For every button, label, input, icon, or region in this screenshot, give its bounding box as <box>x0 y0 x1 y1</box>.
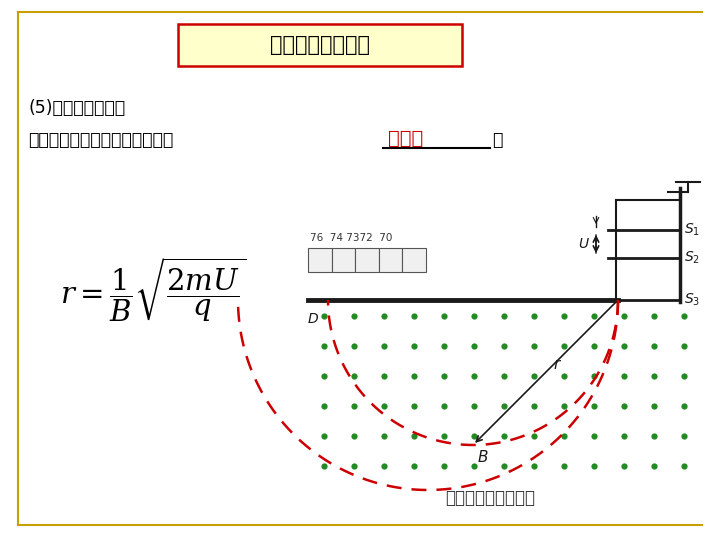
Bar <box>355 248 379 272</box>
Text: 76  74 7372  70: 76 74 7372 70 <box>310 233 392 243</box>
Text: $S_2$: $S_2$ <box>684 250 700 266</box>
Bar <box>308 248 332 272</box>
Text: D: D <box>308 312 319 326</box>
Bar <box>379 248 402 272</box>
Text: 研究质谱仪原理：: 研究质谱仪原理： <box>270 35 370 55</box>
Text: 可以测定带电粒子的质量和分析: 可以测定带电粒子的质量和分析 <box>28 131 174 149</box>
Bar <box>402 248 426 272</box>
Bar <box>178 24 462 66</box>
Text: $S_3$: $S_3$ <box>684 292 700 308</box>
Text: B: B <box>478 450 488 465</box>
Text: (5)质谱仪的应用：: (5)质谱仪的应用： <box>28 99 125 117</box>
Text: $r{=}\dfrac{1}{B}\sqrt{\dfrac{2mU}{q}}$: $r{=}\dfrac{1}{B}\sqrt{\dfrac{2mU}{q}}$ <box>60 255 246 325</box>
Bar <box>332 248 355 272</box>
Text: ．: ． <box>492 131 503 149</box>
Text: U: U <box>578 237 588 251</box>
Text: $S_1$: $S_1$ <box>684 222 700 238</box>
Text: 同位素: 同位素 <box>388 129 423 147</box>
Text: r: r <box>554 357 559 372</box>
Text: 质谱仪的原理示意图: 质谱仪的原理示意图 <box>445 489 535 507</box>
